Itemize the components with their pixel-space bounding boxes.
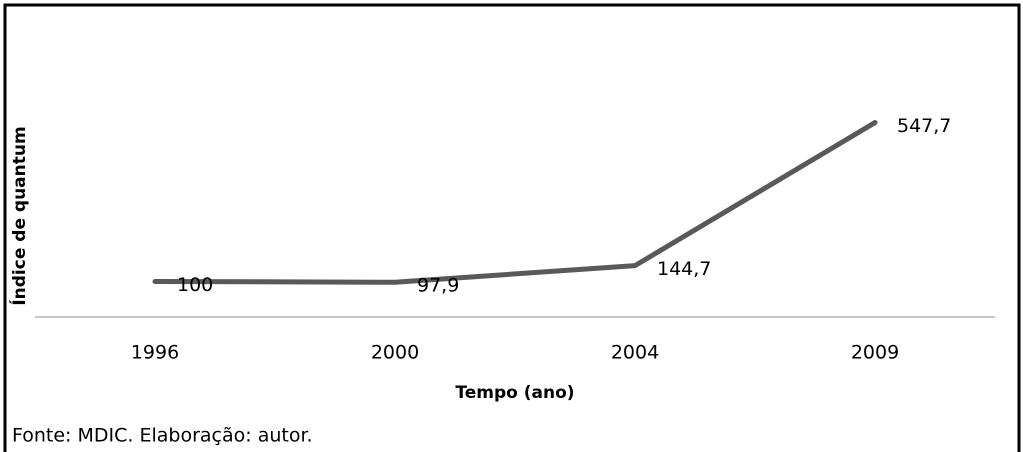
x-tick-label: 2004 — [611, 342, 659, 364]
data-line — [152, 120, 878, 285]
data-label: 144,7 — [657, 258, 711, 280]
x-tick-label: 1996 — [131, 342, 179, 364]
x-tick-label: 2009 — [851, 342, 899, 364]
x-axis-label: Tempo (ano) — [455, 383, 574, 403]
data-label: 547,7 — [897, 115, 951, 137]
source-note: Fonte: MDIC. Elaboração: autor. — [12, 425, 313, 447]
x-tick-label: 2000 — [371, 342, 419, 364]
frame — [3, 3, 1021, 452]
y-axis-label: Índice de quantum — [8, 126, 30, 305]
data-label: 100 — [177, 274, 213, 296]
data-label: 97,9 — [417, 275, 459, 297]
